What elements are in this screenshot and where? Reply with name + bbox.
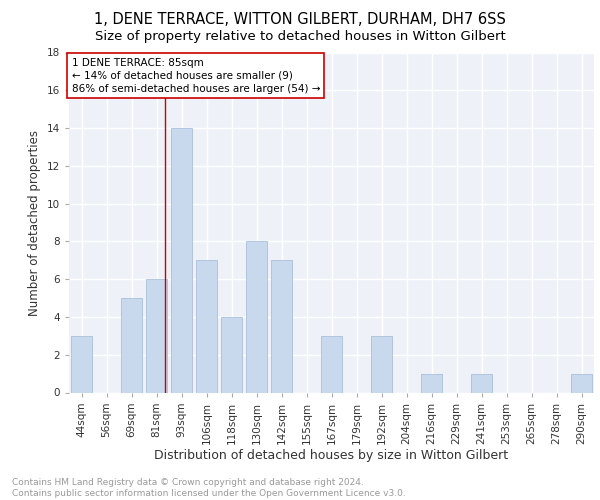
Bar — [271, 260, 292, 392]
Text: Size of property relative to detached houses in Witton Gilbert: Size of property relative to detached ho… — [95, 30, 505, 43]
Text: 1 DENE TERRACE: 85sqm
← 14% of detached houses are smaller (9)
86% of semi-detac: 1 DENE TERRACE: 85sqm ← 14% of detached … — [71, 58, 320, 94]
Bar — [196, 260, 217, 392]
Bar — [246, 242, 267, 392]
Bar — [321, 336, 342, 392]
Bar — [71, 336, 92, 392]
Bar — [371, 336, 392, 392]
Bar — [121, 298, 142, 392]
Bar — [171, 128, 192, 392]
X-axis label: Distribution of detached houses by size in Witton Gilbert: Distribution of detached houses by size … — [154, 449, 509, 462]
Bar — [571, 374, 592, 392]
Bar — [146, 279, 167, 392]
Bar — [471, 374, 492, 392]
Bar — [421, 374, 442, 392]
Y-axis label: Number of detached properties: Number of detached properties — [28, 130, 41, 316]
Text: Contains HM Land Registry data © Crown copyright and database right 2024.
Contai: Contains HM Land Registry data © Crown c… — [12, 478, 406, 498]
Bar — [221, 317, 242, 392]
Text: 1, DENE TERRACE, WITTON GILBERT, DURHAM, DH7 6SS: 1, DENE TERRACE, WITTON GILBERT, DURHAM,… — [94, 12, 506, 28]
